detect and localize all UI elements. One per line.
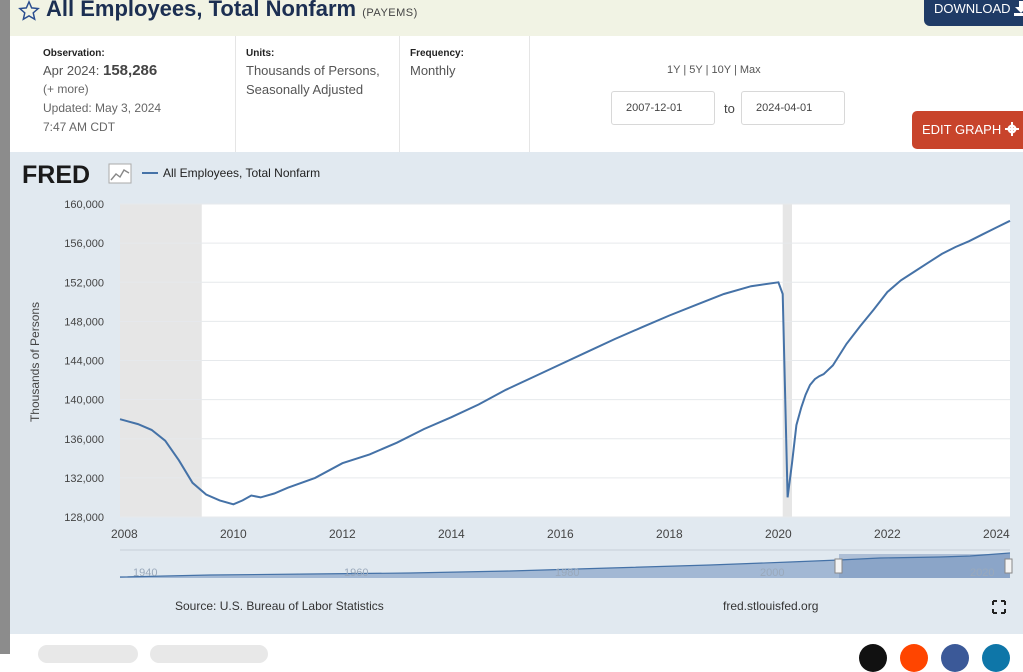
updated-line: Updated: May 3, 2024 <box>43 99 233 118</box>
updated-date: May 3, 2024 <box>95 101 162 115</box>
observation-column: Observation: Apr 2024: 158,286 (+ more) … <box>43 36 233 152</box>
units-line-2: Seasonally Adjusted <box>246 82 364 97</box>
chart-panel: FRED All Employees, Total Nonfarm 128,00… <box>10 152 1023 634</box>
source-note: Source: U.S. Bureau of Labor Statistics <box>175 599 384 613</box>
grid-lines <box>120 203 1010 518</box>
frequency-value: Monthly <box>410 63 456 78</box>
observation-period: Apr 2024: <box>43 63 100 78</box>
fullscreen-icon[interactable] <box>992 600 1006 614</box>
range-separator: | <box>733 64 737 76</box>
navigator-label-2000: 2000 <box>760 567 784 579</box>
fred-logo-graph-icon <box>108 163 132 184</box>
control-pill[interactable] <box>38 645 138 663</box>
x-tick-label: 2018 <box>656 527 683 541</box>
title-bar: All Employees, Total Nonfarm (PAYEMS) DO… <box>10 0 1023 36</box>
edit-graph-button[interactable]: EDIT GRAPH <box>912 111 1023 149</box>
navigator-label-1940: 1940 <box>133 567 157 579</box>
x-tick-label: 2024 <box>983 527 1010 541</box>
control-pill[interactable] <box>150 645 268 663</box>
y-axis-ticks: 128,000 132,000 136,000 140,000 144,000 148,0… <box>64 199 104 524</box>
fred-logo: FRED <box>22 161 90 189</box>
series-metadata: Observation: Apr 2024: 158,286 (+ more) … <box>10 36 1023 152</box>
range-1y[interactable]: 1Y <box>667 64 681 76</box>
more-link[interactable]: (+ more) <box>43 82 89 96</box>
units-line-1: Thousands of Persons, <box>246 63 380 78</box>
observation-value: Apr 2024: 158,286 <box>43 61 233 80</box>
y-tick-label: 148,000 <box>64 316 104 328</box>
series-title: All Employees, Total Nonfarm <box>46 0 357 21</box>
download-label: DOWNLOAD <box>934 1 1011 16</box>
social-share-icon[interactable] <box>859 644 887 672</box>
date-range-column: 1Y | 5Y | 10Y | Max 2007-12-01 to 2024-0… <box>529 36 1021 152</box>
units-value: Thousands of Persons, Seasonally Adjuste… <box>246 61 396 99</box>
x-tick-label: 2008 <box>111 527 138 541</box>
navigator-handle-right[interactable] <box>1004 558 1013 574</box>
download-icon <box>1014 1 1023 16</box>
y-axis-label: Thousands of Persons <box>28 302 42 422</box>
y-tick-label: 156,000 <box>64 238 104 250</box>
x-tick-label: 2016 <box>547 527 574 541</box>
y-tick-label: 144,000 <box>64 356 104 368</box>
edit-graph-label: EDIT GRAPH <box>922 122 1002 137</box>
reddit-icon[interactable] <box>900 644 928 672</box>
range-buttons: 1Y | 5Y | 10Y | Max <box>667 64 761 76</box>
navigator[interactable]: 1940 1960 1980 2000 2020 <box>119 549 1013 579</box>
observation-number: 158,286 <box>103 62 158 79</box>
updated-prefix: Updated: <box>43 101 92 115</box>
x-tick-label: 2020 <box>765 527 792 541</box>
navigator-line <box>119 552 1011 578</box>
units-label: Units: <box>246 48 275 59</box>
to-label: to <box>724 101 735 116</box>
page-title: All Employees, Total Nonfarm (PAYEMS) <box>46 0 418 22</box>
series-id: (PAYEMS) <box>362 7 418 19</box>
y-tick-label: 128,000 <box>64 512 104 524</box>
y-tick-label: 140,000 <box>64 395 104 407</box>
y-tick-label: 136,000 <box>64 434 104 446</box>
download-button[interactable]: DOWNLOAD <box>924 0 1023 26</box>
x-tick-label: 2022 <box>874 527 901 541</box>
range-separator: | <box>705 64 709 76</box>
range-separator: | <box>683 64 687 76</box>
range-5y[interactable]: 5Y <box>689 64 703 76</box>
facebook-icon[interactable] <box>941 644 969 672</box>
range-10y[interactable]: 10Y <box>711 64 731 76</box>
line-chart[interactable]: FRED All Employees, Total Nonfarm 128,00… <box>10 152 1023 634</box>
navigator-handle-left[interactable] <box>834 558 843 574</box>
series-line[interactable] <box>119 219 1011 506</box>
x-axis-ticks: 2008 2010 2012 2014 2016 2018 2020 2022 2024 <box>111 527 1010 541</box>
navigator-label-1960: 1960 <box>344 567 368 579</box>
updated-time: 7:47 AM CDT <box>43 120 116 134</box>
y-tick-label: 132,000 <box>64 473 104 485</box>
x-tick-label: 2012 <box>329 527 356 541</box>
site-link[interactable]: fred.stlouisfed.org <box>723 599 818 613</box>
gear-icon <box>1004 122 1019 136</box>
y-tick-label: 152,000 <box>64 277 104 289</box>
star-icon[interactable] <box>18 0 40 22</box>
units-column: Units: Thousands of Persons, Seasonally … <box>235 36 396 152</box>
observation-label: Observation: <box>43 48 105 59</box>
y-tick-label: 160,000 <box>64 199 104 211</box>
navigator-series <box>120 553 1010 578</box>
frequency-label: Frequency: <box>410 48 464 59</box>
end-date-input[interactable]: 2024-04-01 <box>741 91 845 125</box>
x-tick-label: 2014 <box>438 527 465 541</box>
x-tick-label: 2010 <box>220 527 247 541</box>
start-date-input[interactable]: 2007-12-01 <box>611 91 715 125</box>
window-left-border <box>0 0 10 654</box>
legend-label: All Employees, Total Nonfarm <box>163 166 320 180</box>
navigator-label-2020: 2020 <box>970 567 994 579</box>
range-max[interactable]: Max <box>739 64 761 76</box>
navigator-label-1980: 1980 <box>555 567 579 579</box>
linkedin-icon[interactable] <box>982 644 1010 672</box>
frequency-column: Frequency: Monthly <box>399 36 530 152</box>
